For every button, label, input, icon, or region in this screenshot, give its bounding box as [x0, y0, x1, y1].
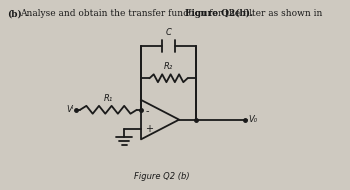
- Text: C: C: [166, 28, 172, 37]
- Text: (b): (b): [7, 9, 22, 18]
- Text: R₂: R₂: [164, 62, 173, 71]
- Text: Analyse and obtain the transfer function for the filter as shown in: Analyse and obtain the transfer function…: [20, 9, 325, 18]
- Text: +: +: [145, 124, 153, 134]
- Text: -: -: [145, 106, 149, 116]
- Text: R₁: R₁: [104, 94, 113, 103]
- Text: Vᴵ: Vᴵ: [66, 105, 73, 114]
- Text: V₀: V₀: [248, 115, 258, 124]
- Text: Figure Q2(b).: Figure Q2(b).: [185, 9, 253, 18]
- Text: Figure Q2 (b): Figure Q2 (b): [134, 172, 190, 181]
